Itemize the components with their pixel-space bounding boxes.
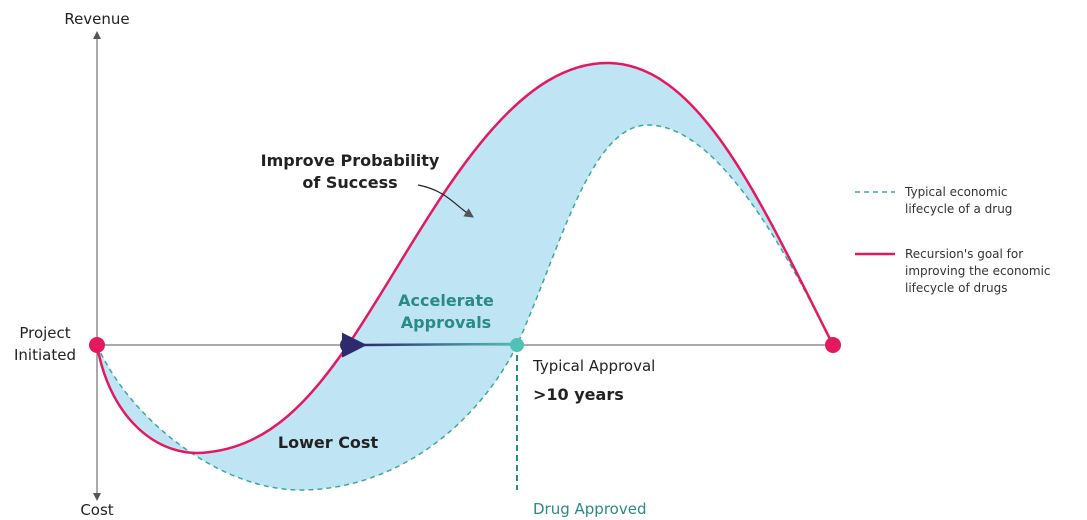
- legend-text: lifecycle of a drug: [905, 202, 1012, 216]
- end-dot: [825, 337, 841, 353]
- annotation: >10 years: [533, 385, 624, 404]
- annotation: Approvals: [401, 313, 491, 332]
- origin-label: Project: [19, 324, 70, 342]
- annotation: Lower Cost: [278, 433, 379, 452]
- legend-text: Typical economic: [904, 185, 1008, 199]
- gap-fill: [97, 62, 833, 490]
- legend-text: improving the economic: [905, 264, 1051, 278]
- probability-arrow: [417, 184, 474, 218]
- start-dot: [89, 337, 105, 353]
- accelerate-arrow: [341, 332, 518, 358]
- origin-label: Initiated: [14, 346, 76, 364]
- annotation: Accelerate: [398, 291, 494, 310]
- annotation: Improve Probability: [261, 151, 440, 170]
- annotation: Typical Approval: [532, 357, 655, 375]
- approval-dot: [510, 338, 524, 352]
- axis-label: Revenue: [64, 10, 129, 28]
- axis-label: Cost: [80, 501, 113, 519]
- legend-text: Recursion's goal for: [905, 247, 1023, 261]
- legend-text: lifecycle of drugs: [905, 281, 1008, 295]
- annotation: Drug Approved: [533, 500, 646, 518]
- accelerated-dot: [340, 337, 356, 353]
- annotation: of Success: [302, 173, 397, 192]
- typical-curve: [96, 124, 834, 491]
- goal-curve: [95, 61, 835, 455]
